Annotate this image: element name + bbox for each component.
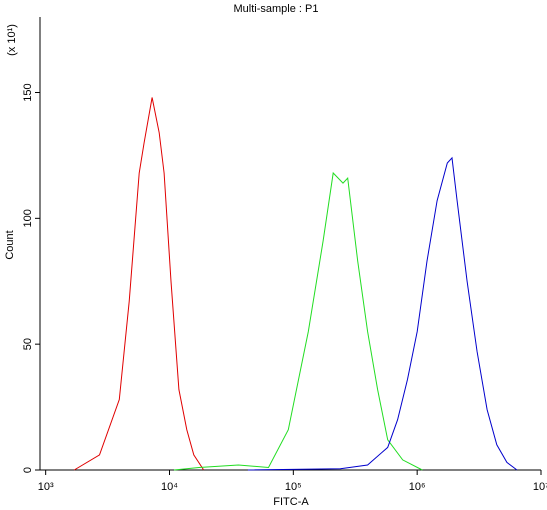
series-line <box>247 156 518 471</box>
x-tick-label: 10⁴ <box>161 481 178 493</box>
y-tick-label: 50 <box>22 338 34 350</box>
y-axis-label: Count <box>4 230 16 259</box>
y-tick-label: 0 <box>22 467 34 473</box>
series-line <box>174 171 423 471</box>
x-tick-label: 10⁵ <box>285 481 302 493</box>
x-tick-label: 10³ <box>38 481 54 493</box>
chart-title: Multi-sample : P1 <box>234 3 319 15</box>
y-tick-label: 100 <box>22 209 34 227</box>
x-axis-label: FITC-A <box>273 496 309 508</box>
series-line <box>73 97 205 471</box>
y-multiplier: (x 10¹) <box>6 24 18 56</box>
y-tick-label: 150 <box>22 83 34 101</box>
x-tick-label: 10⁶ <box>409 481 426 493</box>
x-tick-label: 10⁷ <box>533 481 547 493</box>
